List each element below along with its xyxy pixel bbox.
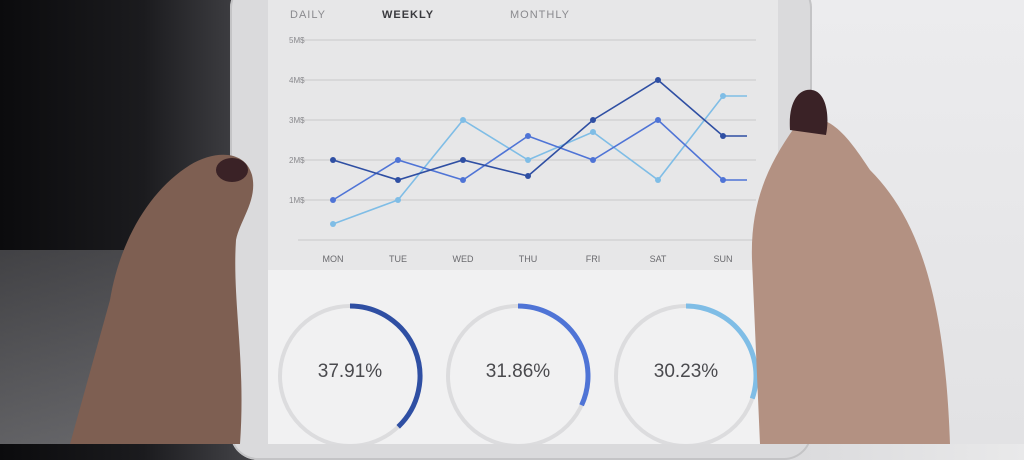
donut-1-graphic — [278, 303, 423, 444]
data-point — [525, 133, 531, 139]
x-tick-label: FRI — [586, 254, 601, 264]
donut-1-label: 37.91% — [317, 361, 383, 382]
data-point — [395, 157, 401, 163]
x-tick-label: THU — [519, 254, 538, 264]
desk-surface — [800, 0, 1024, 444]
data-point — [330, 197, 336, 203]
data-point — [525, 173, 531, 179]
donut-3-label: 30.23% — [653, 361, 719, 382]
data-point — [395, 197, 401, 203]
data-point — [590, 117, 596, 123]
period-tabs: DAILY WEEKLY MONTHLY — [268, 0, 778, 28]
x-tick-label: SAT — [650, 254, 667, 264]
series-line-1 — [332, 95, 747, 225]
x-tick-label: TUE — [389, 254, 407, 264]
series-line-3 — [332, 79, 747, 181]
data-point — [330, 157, 336, 163]
donut-chart-3: 30.23% — [606, 296, 766, 444]
data-point — [590, 157, 596, 163]
data-point — [460, 157, 466, 163]
donut-chart-1: 37.91% — [270, 296, 430, 444]
x-tick-label: MON — [323, 254, 344, 264]
data-point — [395, 177, 401, 183]
y-tick-label: 5M$ — [289, 36, 305, 45]
y-tick-label: 3M$ — [289, 116, 305, 125]
y-tick-label: 4M$ — [289, 76, 305, 85]
x-tick-label: WED — [453, 254, 474, 264]
y-tick-label: 1M$ — [289, 196, 305, 205]
data-point — [655, 117, 661, 123]
line-chart-panel: DAILY WEEKLY MONTHLY 1M$ 2M$ 3M$ 4M$ 5M$ MON T… — [268, 0, 778, 270]
line-chart: 1M$ 2M$ 3M$ 4M$ 5M$ MON TUE WED THU FRI SAT SUN — [289, 36, 756, 264]
data-point — [590, 129, 596, 135]
document-paper — [0, 250, 160, 444]
tablet-screen: DAILY WEEKLY MONTHLY 1M$ 2M$ 3M$ 4M$ 5M$ MON T… — [268, 0, 778, 444]
donut-chart-2: 31.86% — [438, 296, 598, 444]
data-point — [720, 133, 726, 139]
data-point — [460, 177, 466, 183]
data-point — [525, 157, 531, 163]
donut-arc — [517, 303, 591, 407]
data-point — [330, 221, 336, 227]
donut-arc — [685, 303, 759, 400]
data-point — [720, 177, 726, 183]
data-point — [655, 177, 661, 183]
x-tick-label: SUN — [713, 254, 732, 264]
data-point — [460, 117, 466, 123]
y-tick-label: 2M$ — [289, 156, 305, 165]
tab-daily[interactable]: DAILY — [290, 9, 326, 21]
donut-2-label: 31.86% — [485, 361, 551, 382]
data-point — [655, 77, 661, 83]
donut-2-graphic — [446, 303, 591, 444]
data-point — [720, 93, 726, 99]
tab-monthly[interactable]: MONTHLY — [510, 9, 570, 21]
tab-weekly[interactable]: WEEKLY — [382, 9, 435, 21]
donut-arc — [349, 303, 423, 429]
